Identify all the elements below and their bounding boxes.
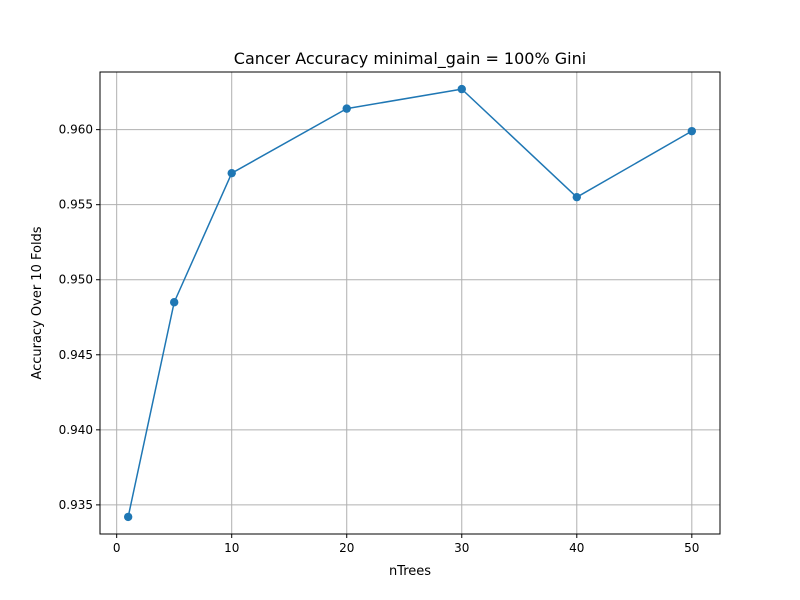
data-point: [123, 512, 133, 522]
y-tick-label: 0.945: [59, 348, 93, 362]
x-axis-label: nTrees: [389, 564, 431, 579]
plot-frame: [99, 71, 721, 535]
grid: [100, 72, 720, 534]
x-tick-label: 0: [113, 541, 121, 555]
data-point: [687, 126, 697, 136]
y-tick-label: 0.950: [59, 273, 93, 287]
data-point: [169, 298, 179, 307]
series-line: [127, 88, 693, 518]
series-layer: [123, 84, 697, 522]
x-tick-label: 40: [569, 541, 584, 555]
y-axis-label: Accuracy Over 10 Folds: [30, 226, 45, 379]
y-tick-label: 0.960: [59, 123, 93, 137]
data-point: [457, 84, 466, 94]
x-tick-label: 20: [339, 541, 354, 555]
x-tick-label: 30: [454, 541, 469, 555]
y-tick-label: 0.955: [59, 198, 93, 212]
data-point: [342, 104, 351, 113]
x-tick-label: 50: [684, 541, 699, 555]
data-point: [572, 192, 581, 202]
axis-ticks: 0 10 20 30 40 50 0.935 0.940 0.945 0.950 0.955 0.96…: [59, 123, 700, 555]
data-point: [227, 168, 236, 178]
x-tick-label: 10: [224, 541, 239, 555]
chart-title: Cancer Accuracy minimal_gain = 100% Gini: [234, 49, 586, 69]
y-tick-label: 0.940: [59, 423, 93, 437]
y-tick-label: 0.935: [59, 498, 93, 512]
